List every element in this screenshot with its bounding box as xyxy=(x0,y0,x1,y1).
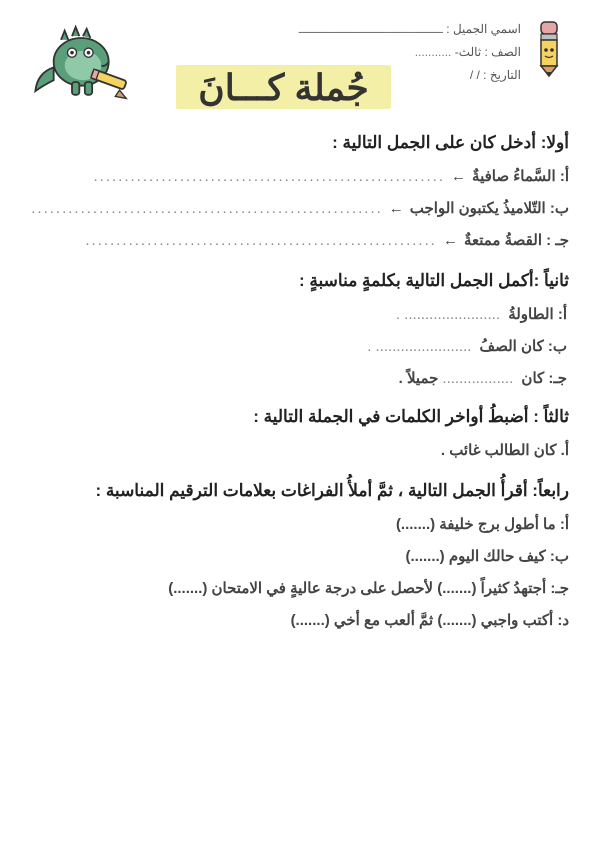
s1-item-a: أ: السَّماءُ صافيةٌ ← ..................… xyxy=(28,167,569,185)
date-value: / / xyxy=(470,68,480,82)
s3-item: أ. كان الطالب غائب . xyxy=(28,441,569,459)
s2-item-a: أ: الطاولةُ ....................... . xyxy=(28,305,569,323)
section-2: ثانياً :أكمل الجمل التالية بكلمةٍ مناسبة… xyxy=(28,271,569,387)
s2-a-prefix: أ: الطاولةُ xyxy=(508,306,567,323)
name-line: ــــــــــــــــــــــــــــــــــــــــ… xyxy=(299,22,443,36)
s4-item-d: د: أكتب واجبي (.......) ثمَّ ألعب مع أخي… xyxy=(28,611,569,629)
s2-c-suffix: جميلاً . xyxy=(399,370,439,387)
s2-c-prefix: جـ: كان xyxy=(517,370,567,387)
arrow-icon: ← xyxy=(443,232,458,249)
section4-heading: رابعاً: أقرأُ الجمل التالية ، ثمَّ أملأُ… xyxy=(28,481,569,501)
s1-item-b: ب: التّلاميذُ يكتبون الواجب ← ..........… xyxy=(28,199,569,217)
grade-row: الصف : ثالث- ........... xyxy=(299,41,521,64)
pencil-icon xyxy=(529,18,569,78)
s1-c-text: جـ : القصةُ ممتعةٌ xyxy=(464,231,569,249)
s2-c-blank[interactable]: ................. xyxy=(442,370,513,387)
s2-a-blank[interactable]: ....................... . xyxy=(396,306,504,323)
name-label: اسمي الجميل : xyxy=(446,22,521,36)
arrow-icon: ← xyxy=(451,168,466,185)
section-1: أولا: أدخل كان على الجمل التالية : أ: ال… xyxy=(28,133,569,249)
s1-a-text: أ: السَّماءُ صافيةٌ xyxy=(472,167,569,185)
section1-heading: أولا: أدخل كان على الجمل التالية : xyxy=(28,133,569,153)
s2-item-c: جـ: كان .................جميلاً . xyxy=(28,369,569,387)
dino-icon xyxy=(28,18,138,113)
s4-item-b: ب: كيف حالك اليوم (.......) xyxy=(28,547,569,565)
page-title: جُملة كـــانَ xyxy=(176,65,390,109)
section2-heading: ثانياً :أكمل الجمل التالية بكلمةٍ مناسبة… xyxy=(28,271,569,291)
s1-b-blank[interactable]: ........................................… xyxy=(28,200,383,217)
s4-item-c: جـ: أجتهدُ كثيراً (.......) لأحصل على در… xyxy=(28,579,569,597)
s2-b-prefix: ب: كان الصفُ xyxy=(480,338,567,355)
date-label: التاريخ : xyxy=(483,68,521,82)
grade-label: الصف : ثالث- xyxy=(455,45,521,59)
s2-b-blank[interactable]: ....................... . xyxy=(367,338,475,355)
s4-item-a: أ: ما أطول برج خليفة (.......) xyxy=(28,515,569,533)
section-4: رابعاً: أقرأُ الجمل التالية ، ثمَّ أملأُ… xyxy=(28,481,569,629)
s1-c-blank[interactable]: ........................................… xyxy=(28,232,437,249)
grade-dots: ........... xyxy=(415,45,452,59)
s2-item-b: ب: كان الصفُ ....................... . xyxy=(28,337,569,355)
s1-a-blank[interactable]: ........................................… xyxy=(28,168,445,185)
section-3: ثالثاً : أضبطُ أواخر الكلمات في الجملة ا… xyxy=(28,407,569,459)
name-row: اسمي الجميل : ــــــــــــــــــــــــــ… xyxy=(299,18,521,41)
s1-item-c: جـ : القصةُ ممتعةٌ ← ...................… xyxy=(28,231,569,249)
section3-heading: ثالثاً : أضبطُ أواخر الكلمات في الجملة ا… xyxy=(28,407,569,427)
s1-b-text: ب: التّلاميذُ يكتبون الواجب xyxy=(410,199,569,217)
arrow-icon: ← xyxy=(389,200,404,217)
